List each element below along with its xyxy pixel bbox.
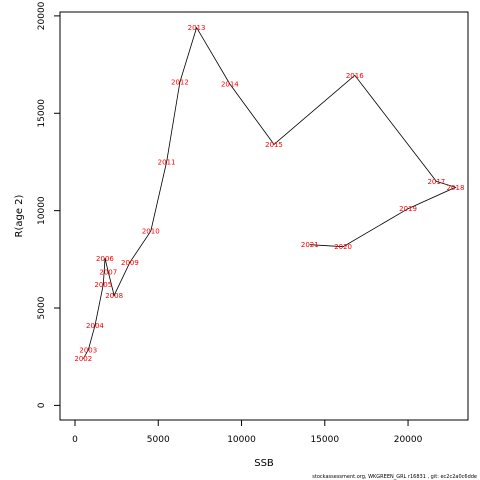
x-tick-label: 15000 [310,435,339,445]
y-tick-label: 20000 [37,1,47,30]
y-axis-title: R(age 2) [14,194,25,237]
point-label-2011: 2011 [158,158,176,166]
point-label-2013: 2013 [188,24,206,32]
point-label-2014: 2014 [221,81,239,89]
x-axis-title: SSB [254,458,274,469]
point-label-2016: 2016 [346,72,364,80]
point-label-2002: 2002 [74,355,92,363]
y-tick-label: 5000 [37,296,47,319]
x-tick-label: 20000 [394,435,423,445]
point-label-2020: 2020 [334,243,352,251]
plot-frame [59,11,469,421]
x-tick-label: 5000 [147,435,170,445]
point-label-2008: 2008 [105,292,123,300]
point-label-2009: 2009 [121,259,139,267]
y-tick-label: 15000 [37,99,47,128]
y-tick-label: 10000 [37,196,47,225]
point-label-2004: 2004 [86,322,104,330]
point-label-2007: 2007 [99,268,117,276]
point-label-2021: 2021 [301,241,319,249]
point-label-2012: 2012 [171,79,189,87]
footer-note: stockassessment.org, WKGREEN_GRL r16831 … [312,474,477,480]
point-label-2010: 2010 [142,228,160,236]
x-tick-label: 0 [72,435,78,445]
point-label-2017: 2017 [427,178,445,186]
point-label-2006: 2006 [96,255,114,263]
point-label-2003: 2003 [79,346,97,354]
x-tick-label: 10000 [227,435,256,445]
point-label-2018: 2018 [447,184,465,192]
series-line [82,26,457,359]
point-label-2005: 2005 [94,281,112,289]
point-label-2015: 2015 [265,141,283,149]
y-axis: 0 5000 10000 15000 20000 [37,1,61,408]
y-tick-label: 0 [37,402,47,408]
point-label-2019: 2019 [399,205,417,213]
x-axis: 0 5000 10000 15000 20000 [72,419,423,445]
